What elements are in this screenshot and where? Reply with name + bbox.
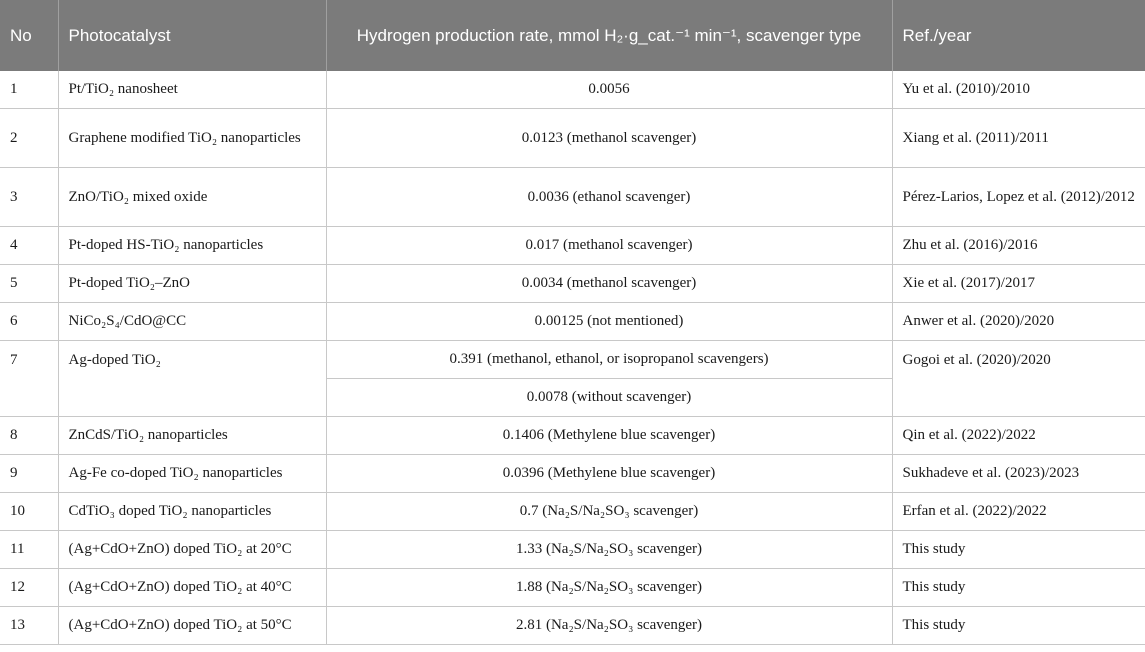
cell-photocatalyst: Ag-Fe co-doped TiO₂ nanoparticles xyxy=(57,454,327,493)
cell-rate: 0.0034 (methanol scavenger) xyxy=(325,264,893,303)
cell-no: 5 xyxy=(0,264,59,303)
table-row: 1 Pt/TiO₂ nanosheet 0.0056 Yu et al. (20… xyxy=(0,71,1145,109)
cell-ref: This study xyxy=(891,568,1145,607)
table-row: 5 Pt-doped TiO₂–ZnO 0.0034 (methanol sca… xyxy=(0,264,1145,303)
cell-ref: Zhu et al. (2016)/2016 xyxy=(891,226,1145,265)
cell-photocatalyst: ZnO/TiO₂ mixed oxide xyxy=(57,167,327,227)
table-row: 12 (Ag+CdO+ZnO) doped TiO₂ at 40°C 1.88 … xyxy=(0,568,1145,607)
cell-no: 4 xyxy=(0,226,59,265)
cell-rate: 0.0036 (ethanol scavenger) xyxy=(325,167,893,227)
cell-photocatalyst: Pt-doped TiO₂–ZnO xyxy=(57,264,327,303)
table-row: 2 Graphene modified TiO₂ nanoparticles 0… xyxy=(0,108,1145,168)
cell-rate: 0.0056 xyxy=(325,71,893,109)
cell-ref: Anwer et al. (2020)/2020 xyxy=(891,302,1145,341)
cell-photocatalyst: ZnCdS/TiO₂ nanoparticles xyxy=(57,416,327,455)
cell-ref: Pérez-Larios, Lopez et al. (2012)/2012 xyxy=(891,167,1145,227)
cell-ref: Yu et al. (2010)/2010 xyxy=(891,71,1145,109)
cell-no: 3 xyxy=(0,167,59,227)
cell-no: 9 xyxy=(0,454,59,493)
table-row: 0.0078 (without scavenger) xyxy=(0,378,1145,417)
header-photocatalyst: Photocatalyst xyxy=(58,0,327,71)
cell-ref: Qin et al. (2022)/2022 xyxy=(891,416,1145,455)
cell-rate: 0.0078 (without scavenger) xyxy=(326,378,892,417)
header-row: No Photocatalyst Hydrogen production rat… xyxy=(0,0,1145,71)
table-row: 13 (Ag+CdO+ZnO) doped TiO₂ at 50°C 2.81 … xyxy=(0,606,1145,645)
cell-ref: This study xyxy=(891,606,1145,645)
cell-no: 8 xyxy=(0,416,59,455)
header-no: No xyxy=(0,0,59,71)
cell-photocatalyst: (Ag+CdO+ZnO) doped TiO₂ at 20°C xyxy=(57,530,327,569)
cell-photocatalyst: NiCo₂S₄/CdO@CC xyxy=(57,302,327,341)
table-row: 4 Pt-doped HS-TiO₂ nanoparticles 0.017 (… xyxy=(0,226,1145,265)
cell-no: 1 xyxy=(0,71,59,109)
cell-rate: 0.7 (Na₂S/Na₂SO₃ scavenger) xyxy=(325,492,893,531)
cell-rate: 0.0396 (Methylene blue scavenger) xyxy=(325,454,893,493)
cell-no: 7 xyxy=(0,340,59,417)
cell-ref: Erfan et al. (2022)/2022 xyxy=(891,492,1145,531)
cell-rate: 0.0123 (methanol scavenger) xyxy=(325,108,893,168)
cell-no: 12 xyxy=(0,568,59,607)
cell-photocatalyst: (Ag+CdO+ZnO) doped TiO₂ at 40°C xyxy=(57,568,327,607)
cell-rate: 2.81 (Na₂S/Na₂SO₃ scavenger) xyxy=(325,606,893,645)
cell-ref: Xiang et al. (2011)/2011 xyxy=(891,108,1145,168)
table-row: 3 ZnO/TiO₂ mixed oxide 0.0036 (ethanol s… xyxy=(0,167,1145,227)
cell-photocatalyst: Pt/TiO₂ nanosheet xyxy=(57,71,327,109)
cell-no: 2 xyxy=(0,108,59,168)
cell-ref: Xie et al. (2017)/2017 xyxy=(891,264,1145,303)
cell-rate: 1.33 (Na₂S/Na₂SO₃ scavenger) xyxy=(325,530,893,569)
header-rate: Hydrogen production rate, mmol H₂·g_cat.… xyxy=(326,0,893,71)
cell-rate: 0.1406 (Methylene blue scavenger) xyxy=(325,416,893,455)
cell-no: 10 xyxy=(0,492,59,531)
cell-no: 6 xyxy=(0,302,59,341)
cell-rate: 1.88 (Na₂S/Na₂SO₃ scavenger) xyxy=(325,568,893,607)
cell-photocatalyst: Graphene modified TiO₂ nanoparticles xyxy=(57,108,327,168)
table-row: 8 ZnCdS/TiO₂ nanoparticles 0.1406 (Methy… xyxy=(0,416,1145,455)
table-row: 11 (Ag+CdO+ZnO) doped TiO₂ at 20°C 1.33 … xyxy=(0,530,1145,569)
cell-photocatalyst: Pt-doped HS-TiO₂ nanoparticles xyxy=(57,226,327,265)
cell-rate: 0.391 (methanol, ethanol, or isopropanol… xyxy=(325,340,893,379)
cell-rate: 0.017 (methanol scavenger) xyxy=(325,226,893,265)
table-row: 7 Ag-doped TiO₂ 0.391 (methanol, ethanol… xyxy=(0,340,1145,417)
cell-photocatalyst: CdTiO₃ doped TiO₂ nanoparticles xyxy=(57,492,327,531)
table-row: 9 Ag-Fe co-doped TiO₂ nanoparticles 0.03… xyxy=(0,454,1145,493)
header-ref: Ref./year xyxy=(892,0,1145,71)
cell-photocatalyst: Ag-doped TiO₂ xyxy=(57,340,327,417)
cell-no: 11 xyxy=(0,530,59,569)
cell-ref: Gogoi et al. (2020)/2020 xyxy=(891,340,1145,417)
table-row: 6 NiCo₂S₄/CdO@CC 0.00125 (not mentioned)… xyxy=(0,302,1145,341)
cell-photocatalyst: (Ag+CdO+ZnO) doped TiO₂ at 50°C xyxy=(57,606,327,645)
cell-ref: Sukhadeve et al. (2023)/2023 xyxy=(891,454,1145,493)
cell-no: 13 xyxy=(0,606,59,645)
table-row: 10 CdTiO₃ doped TiO₂ nanoparticles 0.7 (… xyxy=(0,492,1145,531)
cell-ref: This study xyxy=(891,530,1145,569)
cell-rate: 0.00125 (not mentioned) xyxy=(325,302,893,341)
